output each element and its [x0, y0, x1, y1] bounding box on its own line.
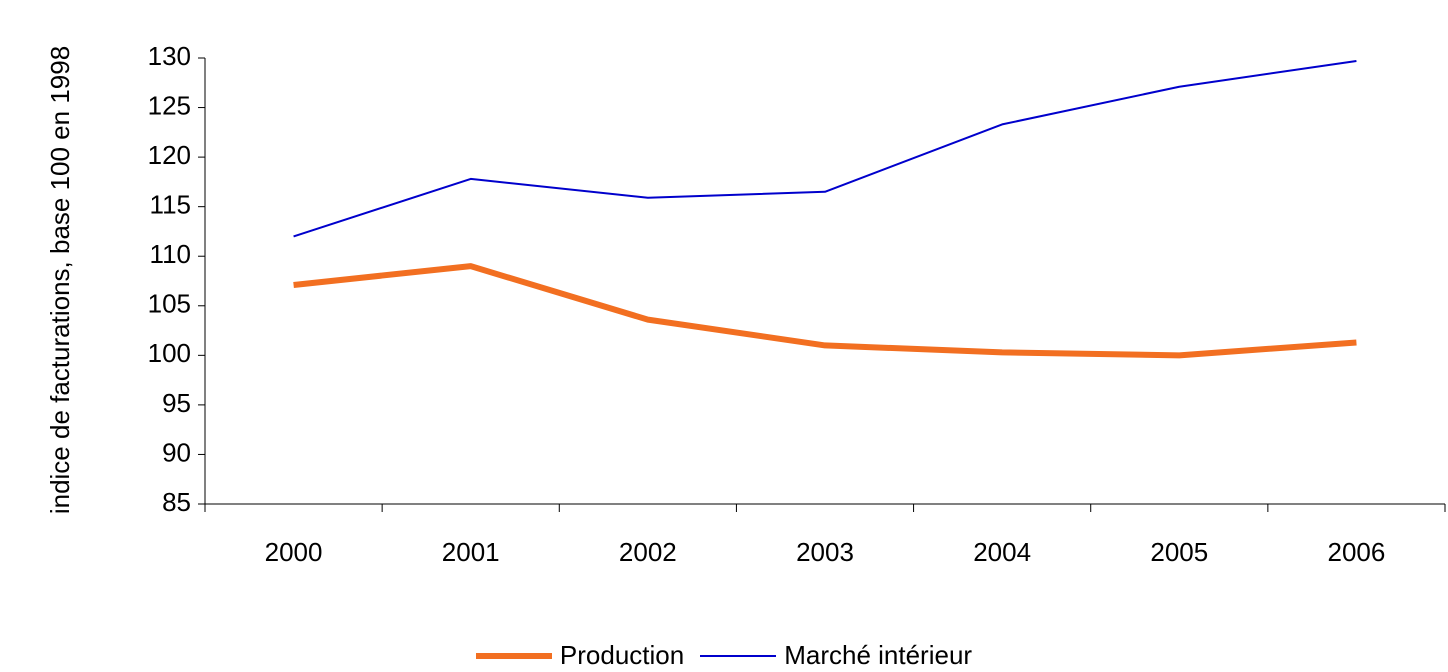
x-tick-label: 2004 — [973, 537, 1031, 567]
y-tick-label: 90 — [162, 437, 191, 467]
legend-item: Production — [475, 640, 685, 671]
y-tick-label: 110 — [150, 239, 191, 269]
legend-label: Production — [559, 640, 685, 670]
y-tick-label: 100 — [148, 338, 191, 368]
x-tick-label: 2000 — [265, 537, 323, 567]
y-tick-label: 95 — [162, 388, 191, 418]
legend-label: Marché intérieur — [784, 640, 973, 670]
y-tick-label: 120 — [148, 140, 191, 170]
legend-swatch — [475, 652, 552, 659]
x-tick-label: 2001 — [442, 537, 500, 567]
x-tick-label: 2005 — [1150, 537, 1208, 567]
line-series — [293, 263, 1357, 359]
y-tick-label: 85 — [162, 487, 191, 517]
legend-item: Marché intérieur — [700, 640, 972, 671]
y-tick-label: 105 — [148, 289, 191, 319]
x-tick-label: 2006 — [1328, 537, 1386, 567]
line-series — [293, 59, 1357, 238]
y-tick-label: 125 — [148, 90, 191, 120]
x-tick-label: 2002 — [619, 537, 677, 567]
x-tick-label: 2003 — [796, 537, 854, 567]
y-axis-label: indice de facturations, base 100 en 1998 — [45, 45, 75, 515]
legend: Production Marché intérieur — [0, 640, 1448, 671]
y-tick-label: 130 — [148, 41, 191, 71]
legend-swatch — [700, 654, 777, 657]
y-tick-label: 115 — [150, 190, 191, 220]
